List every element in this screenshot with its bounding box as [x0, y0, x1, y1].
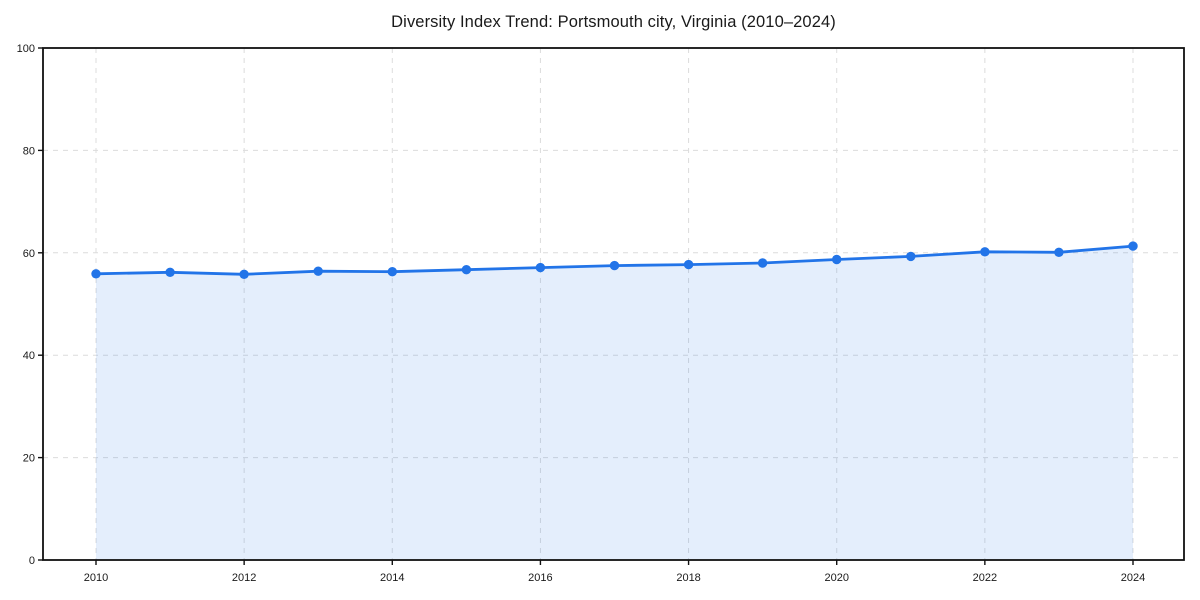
data-point-marker [1054, 247, 1064, 257]
data-point-marker [609, 260, 620, 271]
data-point-marker [980, 247, 990, 257]
x-tick-label: 2020 [824, 572, 848, 584]
x-tick-label: 2012 [232, 572, 256, 584]
x-tick-label: 2016 [528, 572, 552, 584]
data-point-marker [535, 262, 546, 273]
y-tick-label: 20 [23, 453, 35, 465]
data-point-marker [683, 259, 694, 270]
data-point-marker [1128, 241, 1138, 251]
x-tick-label: 2024 [1121, 572, 1145, 584]
x-tick-label: 2014 [380, 572, 404, 584]
data-point-marker [165, 267, 175, 277]
y-tick-label: 80 [23, 145, 35, 157]
x-tick-label: 2010 [84, 572, 108, 584]
data-point-marker [239, 269, 249, 279]
y-tick-label: 40 [23, 350, 35, 362]
data-point-marker [91, 269, 101, 279]
y-tick-label: 100 [17, 43, 35, 55]
x-tick-label: 2018 [676, 572, 700, 584]
data-point-marker [832, 254, 842, 265]
data-point-marker [461, 265, 472, 275]
data-point-marker [906, 251, 916, 262]
area-fill [96, 246, 1133, 560]
data-point-marker [387, 267, 397, 277]
data-point-marker [313, 266, 323, 276]
y-tick-label: 0 [29, 555, 35, 567]
chart-title: Diversity Index Trend: Portsmouth city, … [391, 13, 836, 31]
y-tick-label: 60 [23, 248, 35, 260]
data-point-marker [757, 258, 768, 268]
x-tick-label: 2022 [973, 572, 997, 584]
plot-border [42, 47, 1185, 561]
